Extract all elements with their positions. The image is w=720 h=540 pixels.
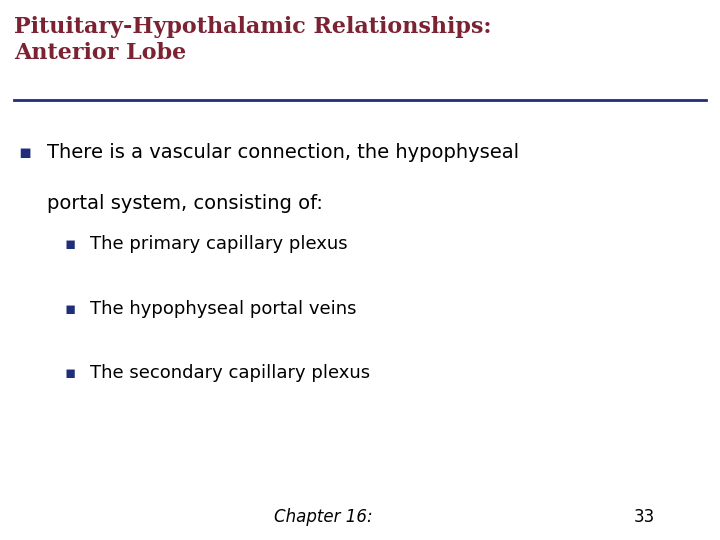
Text: ▪: ▪ [65, 364, 76, 382]
Text: ▪: ▪ [65, 235, 76, 253]
Text: 33: 33 [634, 509, 655, 526]
Text: There is a vascular connection, the hypophyseal: There is a vascular connection, the hypo… [47, 143, 519, 162]
Text: ▪: ▪ [18, 143, 31, 162]
Text: The secondary capillary plexus: The secondary capillary plexus [90, 364, 370, 382]
Text: portal system, consisting of:: portal system, consisting of: [47, 194, 323, 213]
Text: The hypophyseal portal veins: The hypophyseal portal veins [90, 300, 356, 318]
Text: Chapter 16:: Chapter 16: [274, 509, 372, 526]
Text: The primary capillary plexus: The primary capillary plexus [90, 235, 348, 253]
Text: ▪: ▪ [65, 300, 76, 318]
Text: Pituitary-Hypothalamic Relationships:
Anterior Lobe: Pituitary-Hypothalamic Relationships: An… [14, 16, 492, 64]
